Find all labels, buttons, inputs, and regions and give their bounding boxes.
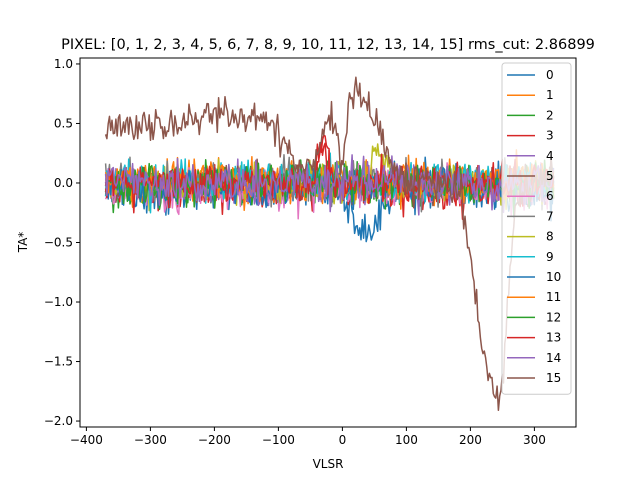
y-tick-label: −1.5: [44, 355, 73, 369]
legend-label-1: 1: [546, 88, 554, 102]
legend-label-5: 5: [546, 169, 554, 183]
legend-label-10: 10: [546, 270, 561, 284]
legend-box: [501, 62, 572, 395]
series-layer: [104, 76, 555, 412]
y-tick-label: 0.0: [54, 176, 73, 190]
legend-label-3: 3: [546, 129, 554, 143]
series-line-14: [104, 154, 555, 213]
y-tick-label: 1.0: [54, 57, 73, 71]
legend-label-8: 8: [546, 230, 554, 244]
legend-label-14: 14: [546, 351, 561, 365]
chart-title: PIXEL: [0, 1, 2, 3, 4, 5, 6, 7, 8, 9, 10…: [61, 37, 595, 53]
x-tick-label: 100: [395, 433, 418, 447]
legend-label-9: 9: [546, 250, 554, 264]
x-axis: −400 −300 −200 −100 0 100 200 300: [70, 427, 546, 447]
legend-label-4: 4: [546, 149, 554, 163]
plot-area: [79, 57, 577, 428]
y-axis: −2.0 −1.5 −1.0 −0.5 0.0 0.5 1.0: [44, 57, 80, 428]
legend-label-7: 7: [546, 209, 554, 223]
x-tick-label: −200: [198, 433, 231, 447]
legend-label-6: 6: [546, 189, 554, 203]
legend-label-15: 15: [546, 371, 561, 385]
y-tick-label: −1.0: [44, 295, 73, 309]
y-tick-label: −2.0: [44, 414, 73, 428]
y-tick-label: 0.5: [54, 116, 73, 130]
x-tick-label: 0: [339, 433, 347, 447]
x-tick-label: 300: [523, 433, 546, 447]
legend-label-13: 13: [546, 331, 561, 345]
x-tick-label: −100: [262, 433, 295, 447]
legend-label-0: 0: [546, 68, 554, 82]
y-axis-label: TA*: [16, 232, 30, 254]
x-tick-label: −400: [70, 433, 103, 447]
series-line-13: [104, 142, 555, 214]
series-line-15: [104, 76, 555, 412]
legend-label-11: 11: [546, 290, 561, 304]
x-tick-label: −300: [134, 433, 167, 447]
legend-label-2: 2: [546, 108, 554, 122]
y-tick-label: −0.5: [44, 236, 73, 250]
x-axis-label: VLSR: [313, 457, 344, 471]
x-tick-label: 200: [459, 433, 482, 447]
legend-label-12: 12: [546, 310, 561, 324]
